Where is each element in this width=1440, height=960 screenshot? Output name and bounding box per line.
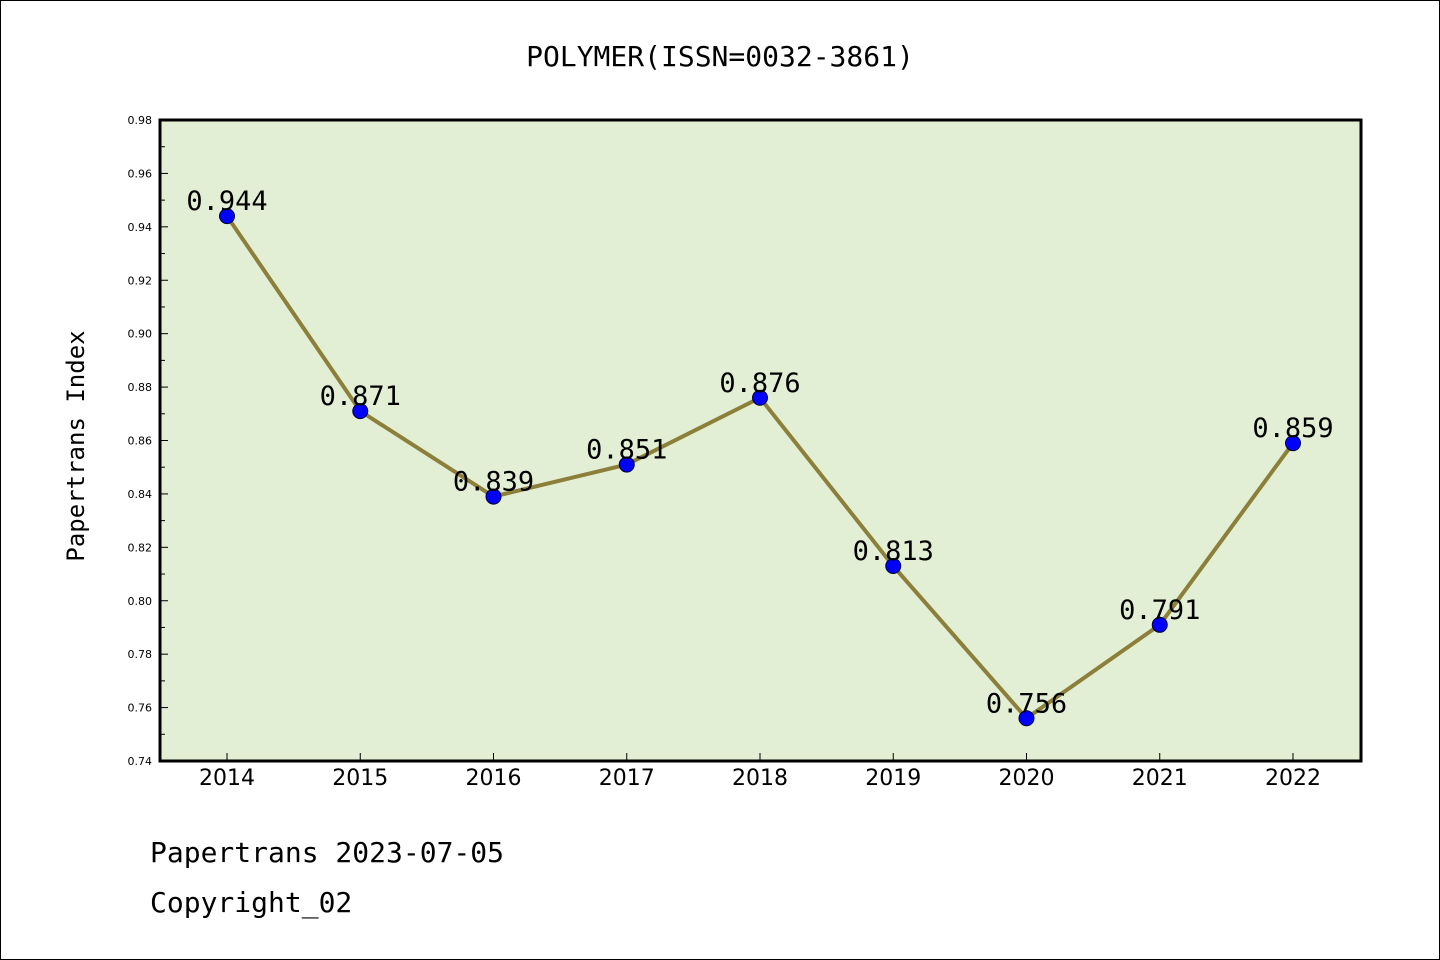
data-point-marker [1018,710,1035,727]
data-point-label: 0.876 [719,368,800,399]
data-point-label: 0.944 [186,186,267,217]
y-tick-label: 0.98 [128,114,153,127]
y-tick-label: 0.80 [128,595,153,608]
y-tick-label: 0.92 [128,274,153,287]
x-tick-label: 2015 [332,766,388,791]
footer-copyright-text: Copyright_02 [150,886,353,919]
x-tick-label: 2021 [1132,766,1188,791]
data-point-label: 0.871 [320,381,401,412]
x-tick-label: 2022 [1265,766,1321,791]
y-tick-label: 0.96 [128,167,153,180]
footer-date-text: Papertrans 2023-07-05 [150,836,505,869]
y-tick-label: 0.94 [128,221,153,234]
data-point-label: 0.859 [1252,413,1333,444]
y-tick-label: 0.84 [128,488,153,501]
x-tick-label: 2014 [199,766,255,791]
plot-area [158,118,1363,763]
data-point-label: 0.813 [853,536,934,567]
y-tick-label: 0.78 [128,648,153,661]
x-tick-label: 2020 [999,766,1055,791]
y-tick-label: 0.90 [128,328,153,341]
x-tick-label: 2016 [466,766,522,791]
y-axis-ticks: 0.74 0.76 0.78 0.80 0.82 0.84 0.86 0.88 0.90 0.92… [128,114,168,768]
chart-title: POLYMER(ISSN=0032-3861) [526,40,914,73]
x-tick-label: 2018 [732,766,788,791]
x-tick-label: 2019 [865,766,921,791]
data-point-label: 0.851 [586,435,667,466]
data-point-marker [219,208,235,225]
y-axis-label: Papertrans Index [62,330,90,561]
data-point-label: 0.791 [1119,595,1200,626]
data-point-marker [752,389,768,406]
y-tick-label: 0.86 [128,435,153,448]
y-tick-label: 0.82 [128,541,153,554]
data-point-marker [885,558,902,575]
data-point-marker [485,488,502,505]
data-point-marker [1151,616,1168,633]
data-point-label: 0.839 [453,467,534,498]
y-tick-label: 0.76 [128,702,153,715]
x-tick-label: 2017 [599,766,655,791]
x-axis-ticks: 2014 2015 2016 2017 2018 2019 2020 2021 2022 [199,753,1321,791]
data-point-marker [1285,435,1301,452]
y-tick-label: 0.74 [128,755,153,768]
data-point-label: 0.756 [986,688,1067,719]
data-point-marker [618,456,635,473]
series-group: 0.944 0.871 0.839 0.851 0.876 0.813 0.756 0.791… [186,186,1334,727]
data-point-marker [352,403,369,420]
y-tick-label: 0.88 [128,381,153,394]
